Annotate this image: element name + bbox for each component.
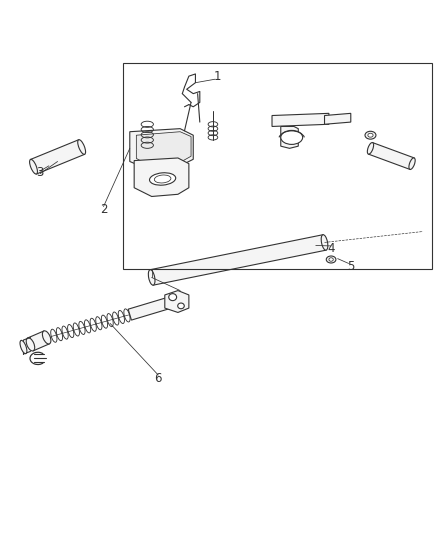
Polygon shape [164,290,188,312]
Ellipse shape [29,159,37,174]
Ellipse shape [168,294,176,301]
Polygon shape [136,132,191,165]
Ellipse shape [325,256,335,263]
Polygon shape [31,140,85,174]
Ellipse shape [26,338,35,351]
Ellipse shape [280,131,302,144]
Ellipse shape [42,331,51,344]
Text: 4: 4 [327,243,334,255]
Polygon shape [128,296,175,320]
Ellipse shape [149,173,175,185]
Text: 6: 6 [154,372,162,385]
Polygon shape [272,114,328,126]
Polygon shape [134,158,188,197]
Ellipse shape [78,140,85,155]
Polygon shape [150,235,325,285]
Ellipse shape [321,235,327,250]
Ellipse shape [154,175,170,183]
Text: 2: 2 [99,203,107,216]
Polygon shape [324,114,350,124]
Ellipse shape [367,142,373,154]
Bar [123,63,431,269]
Ellipse shape [20,341,27,354]
Ellipse shape [364,131,375,139]
Ellipse shape [367,133,372,137]
Text: 3: 3 [36,166,44,179]
Text: 5: 5 [346,260,353,273]
Ellipse shape [148,270,155,285]
Polygon shape [130,128,193,168]
Ellipse shape [328,258,332,261]
Polygon shape [280,126,297,148]
Text: 1: 1 [213,70,221,83]
Ellipse shape [177,303,184,309]
Polygon shape [367,143,413,169]
Ellipse shape [408,158,414,169]
Polygon shape [28,331,49,351]
